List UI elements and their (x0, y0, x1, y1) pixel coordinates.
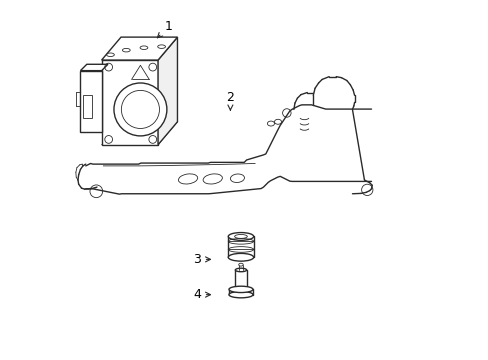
Ellipse shape (228, 286, 252, 293)
Text: 4: 4 (193, 288, 210, 301)
Ellipse shape (228, 233, 253, 240)
Ellipse shape (228, 253, 253, 261)
Text: 3: 3 (193, 253, 210, 266)
Ellipse shape (238, 263, 243, 266)
Polygon shape (102, 60, 158, 145)
Polygon shape (81, 71, 102, 132)
Circle shape (114, 83, 166, 136)
Text: 1: 1 (157, 20, 172, 38)
Ellipse shape (228, 292, 252, 298)
Polygon shape (102, 37, 177, 60)
Ellipse shape (235, 268, 246, 272)
Text: 2: 2 (226, 91, 234, 110)
Polygon shape (158, 37, 177, 145)
Polygon shape (81, 64, 108, 71)
